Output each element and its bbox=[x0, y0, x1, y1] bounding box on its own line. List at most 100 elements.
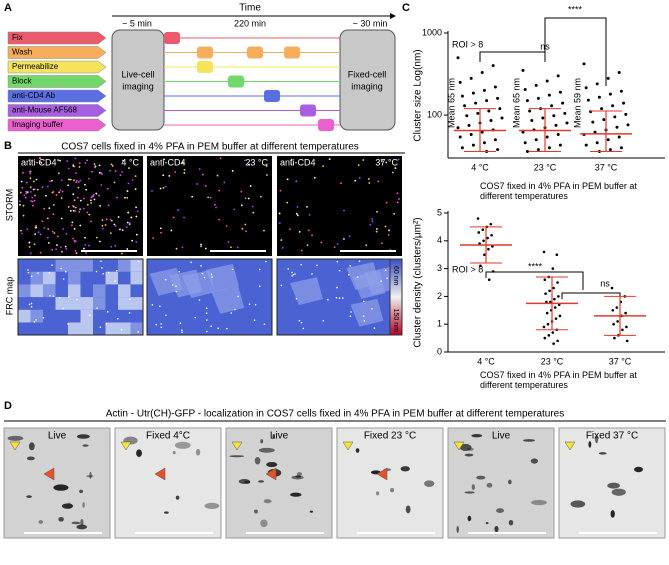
spot bbox=[385, 201, 388, 204]
fixed-box bbox=[339, 29, 396, 131]
micrograph bbox=[558, 427, 666, 539]
spot bbox=[245, 230, 247, 233]
data-point bbox=[556, 281, 559, 284]
actin bbox=[254, 509, 258, 514]
spot bbox=[129, 298, 131, 301]
spot bbox=[94, 166, 96, 169]
spot bbox=[336, 286, 338, 289]
spot bbox=[68, 178, 70, 181]
mean-label: Mean 65 nm bbox=[446, 78, 456, 128]
reagent-tag bbox=[7, 118, 107, 132]
step bbox=[247, 46, 263, 59]
actin bbox=[496, 508, 504, 513]
box-label: imaging bbox=[351, 81, 383, 91]
spot bbox=[206, 330, 208, 333]
actin bbox=[61, 503, 74, 509]
spot bbox=[365, 244, 368, 247]
spot bbox=[89, 199, 92, 202]
spot bbox=[116, 196, 119, 199]
spot bbox=[79, 199, 82, 202]
actin bbox=[229, 455, 245, 458]
spot bbox=[163, 158, 165, 161]
spot bbox=[34, 194, 36, 197]
panel-label: D bbox=[4, 400, 12, 412]
actin bbox=[82, 501, 85, 508]
spot bbox=[32, 204, 34, 207]
actin bbox=[522, 439, 536, 442]
frc-tile bbox=[30, 271, 43, 285]
data-point bbox=[606, 76, 610, 80]
actin bbox=[290, 492, 302, 497]
spot bbox=[175, 247, 178, 250]
step bbox=[284, 46, 300, 59]
spot bbox=[42, 316, 45, 319]
spot bbox=[67, 323, 69, 325]
spot bbox=[252, 211, 255, 214]
data-point bbox=[463, 104, 467, 108]
data-point bbox=[479, 264, 482, 268]
storm-image bbox=[18, 156, 143, 256]
spot bbox=[19, 203, 21, 206]
spot bbox=[55, 194, 58, 196]
spot bbox=[218, 218, 220, 221]
spot bbox=[90, 220, 92, 223]
panel-d-title: Actin - Utr(CH)-GFP - localization in CO… bbox=[106, 409, 565, 420]
spot bbox=[93, 198, 96, 201]
data-point bbox=[616, 320, 619, 323]
spot bbox=[243, 159, 246, 162]
spot bbox=[66, 160, 69, 162]
spot bbox=[206, 319, 208, 321]
spot bbox=[263, 323, 266, 326]
data-point bbox=[625, 339, 629, 343]
spot bbox=[33, 321, 36, 323]
spot bbox=[26, 191, 29, 194]
spot bbox=[300, 263, 302, 266]
spot bbox=[39, 251, 42, 254]
spot bbox=[76, 196, 79, 199]
spot bbox=[92, 193, 95, 196]
spot bbox=[388, 229, 390, 232]
spot bbox=[28, 159, 31, 161]
step bbox=[318, 119, 334, 131]
spot bbox=[200, 243, 202, 246]
data-point bbox=[474, 101, 478, 105]
spot bbox=[120, 328, 123, 331]
spot bbox=[43, 226, 46, 229]
spot bbox=[62, 228, 65, 230]
spot bbox=[39, 233, 42, 236]
spot bbox=[39, 157, 42, 160]
spot bbox=[175, 290, 178, 293]
actin bbox=[263, 499, 272, 504]
spot bbox=[322, 165, 325, 168]
spot bbox=[371, 218, 374, 220]
spot bbox=[266, 174, 268, 176]
frc-region bbox=[363, 266, 397, 295]
spot bbox=[116, 317, 119, 320]
spot bbox=[253, 319, 256, 322]
data-point bbox=[523, 87, 527, 91]
data-point bbox=[613, 115, 617, 119]
spot bbox=[74, 157, 77, 160]
spot bbox=[100, 260, 102, 263]
data-point bbox=[557, 295, 560, 298]
spot bbox=[290, 158, 293, 161]
actin bbox=[195, 448, 201, 456]
spot bbox=[295, 297, 298, 300]
spot bbox=[207, 196, 210, 199]
spot bbox=[162, 174, 165, 177]
data-point bbox=[561, 101, 565, 105]
actin bbox=[508, 479, 512, 485]
spot bbox=[117, 216, 120, 218]
spot bbox=[69, 178, 72, 181]
image-label: Live bbox=[492, 431, 511, 442]
actin bbox=[494, 525, 499, 533]
data-point bbox=[483, 253, 486, 256]
frc-tile bbox=[93, 297, 106, 310]
spot bbox=[190, 261, 192, 264]
data-point bbox=[553, 306, 557, 309]
data-point bbox=[554, 317, 558, 320]
spot bbox=[84, 162, 87, 164]
frc-tile bbox=[43, 284, 56, 298]
reagent-label: Wash bbox=[12, 48, 32, 57]
spot bbox=[98, 240, 101, 243]
